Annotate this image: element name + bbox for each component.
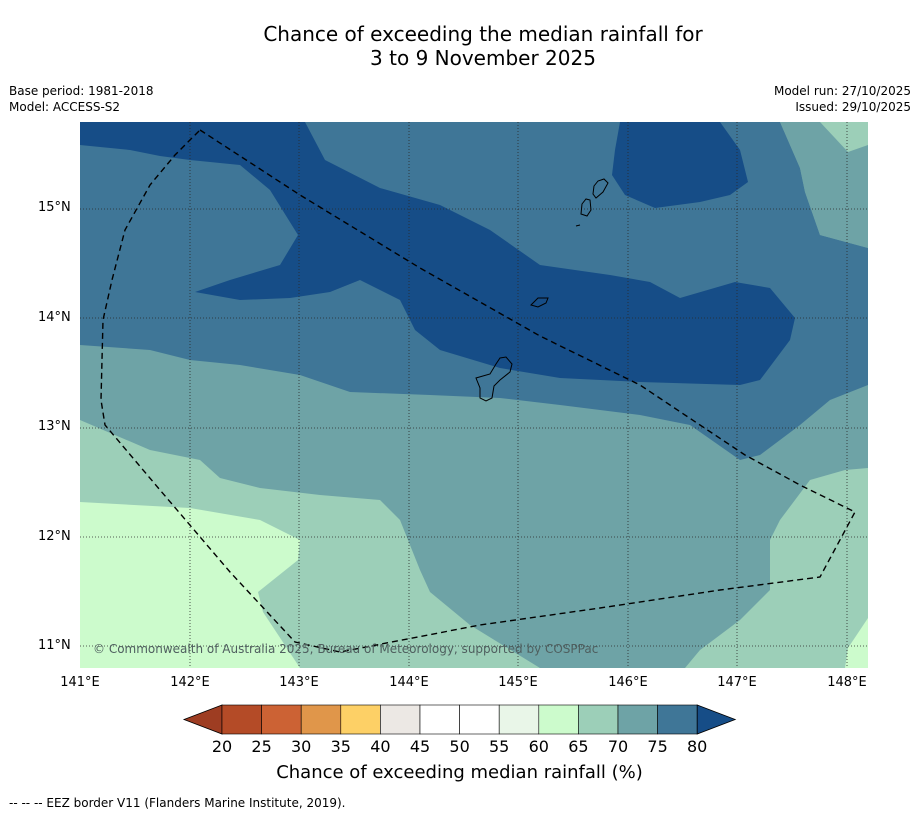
island-guam	[475, 356, 513, 402]
band-60-65-patch	[845, 618, 868, 668]
band-above-80	[80, 122, 795, 385]
lon-label: 143°E	[279, 675, 319, 690]
colorbar-tick-label: 35	[330, 737, 351, 756]
chart-title: Chance of exceeding the median rainfall …	[0, 22, 919, 70]
colorbar-swatch	[221, 704, 262, 735]
colorbar-title: Chance of exceeding median rainfall (%)	[276, 762, 643, 783]
colorbar-swatch	[459, 704, 500, 735]
lat-label: 11°N	[38, 638, 71, 653]
island-aguijan	[575, 224, 581, 227]
colorbar-tick-label: 45	[409, 737, 431, 756]
model-name: Model: ACCESS-S2	[9, 100, 121, 114]
colorbar-tick-label: 25	[251, 737, 272, 756]
colorbar-tick-label: 75	[647, 737, 668, 756]
eez-border	[100, 129, 856, 653]
colorbar-swatch	[380, 704, 421, 735]
colorbar-swatch	[300, 704, 342, 735]
band-65-70-patch	[820, 122, 868, 152]
island-rota	[530, 297, 549, 308]
colorbar-tick-label: 20	[211, 737, 233, 756]
lon-label: 148°E	[827, 675, 867, 690]
colorbar-swatch	[657, 704, 698, 735]
lat-label: 13°N	[38, 419, 71, 434]
model-run: Model run: 27/10/2025	[773, 84, 911, 98]
colorbar-tick-label: 80	[687, 737, 708, 756]
copyright-notice: © Commonwealth of Australia 2025, Bureau…	[93, 642, 599, 656]
lat-label: 14°N	[38, 310, 71, 325]
colorbar-tick-label: 30	[291, 737, 312, 756]
footnote: -- -- -- EEZ border V11 (Flanders Marine…	[9, 796, 346, 810]
band-above-80-patch	[612, 122, 748, 208]
lon-label: 145°E	[498, 675, 538, 690]
lon-label: 146°E	[608, 675, 648, 690]
colorbar-swatch	[617, 704, 658, 735]
title-line-1: Chance of exceeding the median rainfall …	[263, 22, 703, 46]
colorbar-swatch	[498, 704, 540, 735]
colorbar-arrow-high	[696, 704, 737, 735]
band-70-75-patch	[780, 122, 868, 248]
colorbar-swatch	[340, 704, 381, 735]
islands	[475, 178, 609, 402]
title-line-2: 3 to 9 November 2025	[370, 46, 596, 70]
issued-date: Issued: 29/10/2025	[795, 100, 911, 114]
gridlines	[80, 122, 868, 668]
colorbar-tick-label: 55	[489, 737, 510, 756]
colorbar-tick-label: 50	[449, 737, 470, 756]
meta-right: Model run: 27/10/2025 Issued: 29/10/2025	[774, 83, 911, 115]
colorbar-tick-label: 60	[528, 737, 549, 756]
island-tinian	[580, 198, 592, 217]
base-period: Base period: 1981-2018	[9, 84, 154, 98]
colorbar-swatch	[578, 704, 619, 735]
band-60-65-patch-left	[80, 595, 88, 628]
colorbar-arrow-low	[182, 704, 223, 735]
colorbar-swatch	[538, 704, 579, 735]
island-saipan	[592, 178, 609, 199]
lon-label: 141°E	[60, 675, 100, 690]
colorbar-tick-label: 40	[370, 737, 391, 756]
lon-label: 142°E	[170, 675, 210, 690]
colorbar	[182, 704, 737, 735]
lon-label: 144°E	[389, 675, 429, 690]
lat-label: 12°N	[38, 529, 71, 544]
colorbar-tick-label: 65	[568, 737, 589, 756]
meta-left: Base period: 1981-2018 Model: ACCESS-S2	[9, 83, 154, 115]
colorbar-tick-label: 70	[607, 737, 629, 756]
colorbar-swatch	[419, 704, 460, 735]
colorbar-swatch	[261, 704, 302, 735]
lat-label: 15°N	[38, 200, 71, 215]
lon-label: 147°E	[717, 675, 757, 690]
